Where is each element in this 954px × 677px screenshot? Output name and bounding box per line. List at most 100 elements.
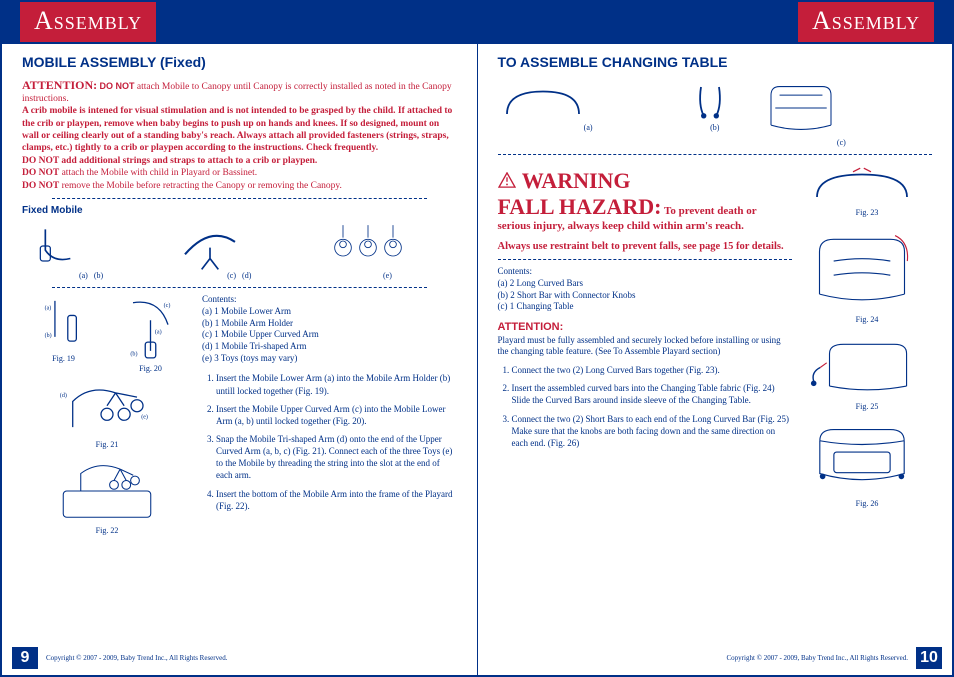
contents-c: (c) 1 Mobile Upper Curved Arm — [202, 329, 457, 341]
assembly-tab-left: Assembly — [20, 2, 156, 42]
fall-hazard: FALL HAZARD: — [498, 194, 662, 219]
copyright-left: Copyright © 2007 - 2009, Baby Trend Inc.… — [46, 654, 467, 662]
part-c-svg — [751, 78, 851, 138]
right-attention-body: Playard must be fully assembled and secu… — [498, 335, 793, 358]
svg-text:(e): (e) — [141, 414, 148, 421]
right-contents-head: Contents: — [498, 266, 793, 278]
content-right: TO ASSEMBLE CHANGING TABLE (a) (b) — [478, 44, 953, 647]
page-number-right: 10 — [916, 647, 942, 669]
header-bar-left: Assembly — [2, 2, 477, 44]
part-a-b-svg — [22, 221, 102, 271]
step-2: Insert the Mobile Upper Curved Arm (c) i… — [216, 403, 457, 427]
footer-left: 9 Copyright © 2007 - 2009, Baby Trend In… — [2, 647, 477, 675]
page-spread: Assembly MOBILE ASSEMBLY (Fixed) ATTENTI… — [0, 0, 954, 677]
parts-overview: (a) (b) (c) (d) — [22, 221, 457, 281]
section-title-changing: TO ASSEMBLE CHANGING TABLE — [498, 54, 933, 72]
attention-bold3b: attach the Mobile with child in Playard … — [59, 168, 257, 178]
step-3: Snap the Mobile Tri-shaped Arm (d) onto … — [216, 433, 457, 482]
svg-text:(a): (a) — [45, 305, 52, 312]
attention-block: ATTENTION: DO NOT attach Mobile to Canop… — [22, 78, 457, 192]
top-parts-row: (a) (b) — [498, 78, 933, 148]
right-attention-head: ATTENTION: — [498, 321, 793, 335]
copyright-right: Copyright © 2007 - 2009, Baby Trend Inc.… — [488, 654, 909, 662]
restraint-line: Always use restraint belt to prevent fal… — [498, 240, 793, 254]
footer-right: Copyright © 2007 - 2009, Baby Trend Inc.… — [478, 647, 953, 675]
steps-list: Insert the Mobile Lower Arm (a) into the… — [202, 372, 457, 511]
attention-bold3a: DO NOT — [22, 168, 59, 178]
fig23-svg — [802, 161, 922, 206]
warning-icon — [498, 172, 516, 188]
fig25-svg — [802, 335, 922, 400]
part-a-svg — [498, 78, 588, 123]
right-part-c: (c) — [751, 138, 932, 148]
part-c-label: (c) — [227, 271, 236, 280]
fig26-svg — [802, 422, 922, 497]
right-part-b: (b) — [685, 123, 745, 133]
svg-text:(b): (b) — [130, 351, 137, 358]
right-step-1: Connect the two (2) Long Curved Bars tog… — [512, 364, 793, 376]
fig22-svg — [22, 456, 192, 526]
contents-b: (b) 1 Mobile Arm Holder — [202, 318, 457, 330]
right-contents-c: (c) 1 Changing Table — [498, 301, 793, 313]
fig19-svg: (a) (b) — [22, 294, 105, 354]
fig24-caption: Fig. 24 — [802, 315, 932, 325]
fig19-caption: Fig. 19 — [22, 354, 105, 364]
warning-block: WARNING FALL HAZARD: To prevent death or… — [498, 167, 793, 254]
fig22-caption: Fig. 22 — [22, 526, 192, 536]
assembly-tab-right: Assembly — [798, 2, 934, 42]
contents-a: (a) 1 Mobile Lower Arm — [202, 306, 457, 318]
part-e-label: (e) — [318, 271, 456, 281]
right-step-3: Connect the two (2) Short Bars to each e… — [512, 413, 793, 449]
contents-list: Contents: (a) 1 Mobile Lower Arm (b) 1 M… — [202, 294, 457, 364]
fig21-svg: (d) (e) — [22, 380, 192, 440]
right-steps: Connect the two (2) Long Curved Bars tog… — [498, 364, 793, 449]
instructions-row: (a) (b) Fig. 19 — [22, 294, 457, 536]
fig26-caption: Fig. 26 — [802, 499, 932, 509]
attention-donot: DO NOT — [100, 81, 135, 91]
part-e-svg — [318, 221, 418, 271]
divider — [52, 198, 427, 199]
right-step-2: Insert the assembled curved bars into th… — [512, 382, 793, 406]
content-left: MOBILE ASSEMBLY (Fixed) ATTENTION: DO NO… — [2, 44, 477, 647]
contents-head: Contents: — [202, 294, 457, 306]
right-contents: Contents: (a) 2 Long Curved Bars (b) 2 S… — [498, 266, 793, 313]
svg-text:(a): (a) — [155, 329, 162, 336]
header-bar-right: Assembly — [478, 2, 953, 44]
right-part-a: (a) — [498, 123, 679, 133]
figures-column: (a) (b) Fig. 19 — [22, 294, 192, 536]
svg-text:(d): (d) — [60, 392, 67, 399]
right-main-col: WARNING FALL HAZARD: To prevent death or… — [498, 161, 793, 648]
attention-bold1: A crib mobile is intened for visual stim… — [22, 106, 452, 153]
attention-bold4a: DO NOT — [22, 181, 59, 191]
fig25-caption: Fig. 25 — [802, 402, 932, 412]
text-column: Contents: (a) 1 Mobile Lower Arm (b) 1 M… — [202, 294, 457, 536]
divider-right-2 — [498, 259, 793, 260]
divider-right — [498, 154, 933, 155]
warning-title: WARNING — [522, 168, 631, 193]
right-side-figs: Fig. 23 Fig. 24 — [802, 161, 932, 648]
right-contents-a: (a) 2 Long Curved Bars — [498, 278, 793, 290]
attention-bold4b: remove the Mobile before retracting the … — [59, 181, 342, 191]
svg-text:(b): (b) — [45, 332, 52, 339]
step-4: Insert the bottom of the Mobile Arm into… — [216, 488, 457, 512]
fig21-caption: Fig. 21 — [22, 440, 192, 450]
right-contents-b: (b) 2 Short Bar with Connector Knobs — [498, 290, 793, 302]
part-b-svg — [685, 78, 735, 123]
part-a-label: (a) — [79, 271, 88, 280]
divider-2 — [52, 287, 427, 288]
fig20-svg: (c) (a) (b) — [109, 294, 192, 364]
part-c-d-svg — [170, 221, 250, 271]
fig23-caption: Fig. 23 — [802, 208, 932, 218]
contents-d: (d) 1 Mobile Tri-shaped Arm — [202, 341, 457, 353]
fig24-svg — [802, 228, 922, 313]
fig20-caption: Fig. 20 — [109, 364, 192, 374]
page-right: Assembly TO ASSEMBLE CHANGING TABLE (a) — [478, 2, 953, 675]
svg-text:(c): (c) — [164, 302, 171, 309]
section-title-mobile: MOBILE ASSEMBLY (Fixed) — [22, 54, 457, 72]
page-left: Assembly MOBILE ASSEMBLY (Fixed) ATTENTI… — [2, 2, 478, 675]
page-number-left: 9 — [12, 647, 38, 669]
fixed-mobile-label: Fixed Mobile — [22, 205, 457, 218]
right-columns: WARNING FALL HAZARD: To prevent death or… — [498, 161, 933, 648]
attention-bold2b: add additional strings and straps to att… — [59, 156, 317, 166]
part-d-label: (d) — [242, 271, 251, 280]
